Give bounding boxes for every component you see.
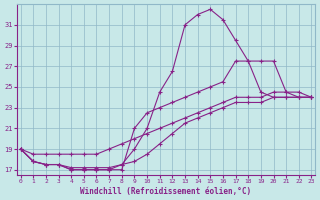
X-axis label: Windchill (Refroidissement éolien,°C): Windchill (Refroidissement éolien,°C) — [80, 187, 252, 196]
